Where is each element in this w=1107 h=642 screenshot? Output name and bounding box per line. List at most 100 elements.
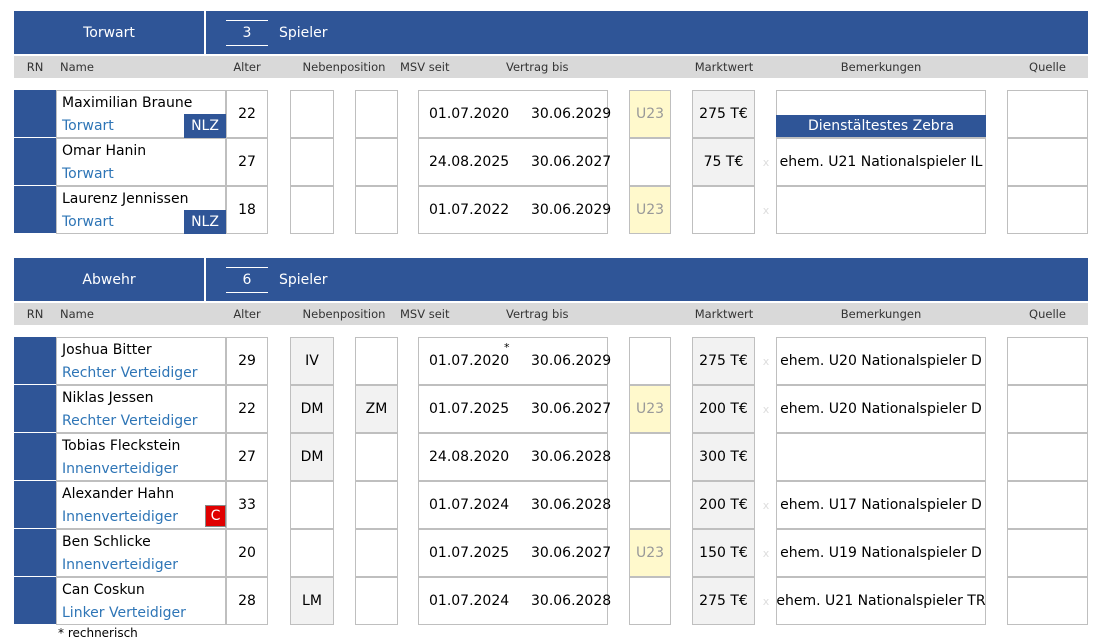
neben-cell: LM [290, 577, 334, 625]
player-position: Innenverteidiger [62, 461, 179, 477]
footnote: * rechnerisch [58, 626, 138, 640]
u23-cell [629, 138, 671, 186]
player-position: Torwart [62, 166, 114, 182]
quelle-cell [1007, 90, 1088, 138]
bemerkung-cell [776, 186, 986, 234]
age-cell: 29 [226, 337, 268, 385]
age-cell: 28 [226, 577, 268, 625]
marktwert-cell: 275 T€ [692, 577, 755, 625]
age-cell: 27 [226, 138, 268, 186]
neben-cell [355, 337, 398, 385]
u23-cell: U23 [629, 90, 671, 138]
name-cell [56, 337, 226, 385]
column-header: Alter [233, 60, 261, 74]
count-label: Spieler [279, 271, 328, 288]
neben-cell [355, 138, 398, 186]
column-header: Nebenposition [302, 60, 386, 74]
vertrag-bis: 30.06.2029 [531, 202, 612, 218]
u23-cell: U23 [629, 186, 671, 234]
note-mark: x [762, 594, 770, 608]
name-cell [56, 433, 226, 481]
quelle-cell [1007, 385, 1088, 433]
column-header: Bemerkungen [840, 60, 922, 74]
neben-cell [355, 186, 398, 234]
player-position: Rechter Verteidiger [62, 413, 198, 429]
header-row [14, 56, 1088, 78]
player-position: Innenverteidiger [62, 557, 179, 573]
quelle-cell [1007, 529, 1088, 577]
msv-seit: 01.07.2020 [429, 353, 510, 369]
player-name: Laurenz Jennissen [62, 191, 189, 207]
name-cell [56, 385, 226, 433]
nlz-badge: NLZ [184, 210, 226, 234]
msv-seit: 24.08.2020 [429, 449, 510, 465]
bemerkung-cell: ehem. U17 Nationalspieler D [776, 481, 986, 529]
contract-cell [418, 385, 608, 433]
neben-cell: DM [290, 385, 334, 433]
u23-cell [629, 433, 671, 481]
bemerkung-cell: ehem. U21 Nationalspieler TR [776, 577, 986, 625]
contract-cell [418, 138, 608, 186]
count: 3 [226, 20, 268, 46]
neben-cell: IV [290, 337, 334, 385]
contract-cell [418, 577, 608, 625]
rn-cell [14, 433, 56, 481]
contract-cell [418, 433, 608, 481]
quelle-cell [1007, 481, 1088, 529]
u23-cell: U23 [629, 385, 671, 433]
age-cell: 33 [226, 481, 268, 529]
rn-cell [14, 481, 56, 529]
vertrag-bis: 30.06.2027 [531, 545, 612, 561]
contract-cell [418, 337, 608, 385]
captain-badge: C [205, 505, 226, 527]
vertrag-bis: 30.06.2028 [531, 449, 612, 465]
column-header: MSV seit [400, 307, 450, 321]
bemerkung-cell: ehem. U20 Nationalspieler D [776, 337, 986, 385]
vertrag-bis: 30.06.2029 [531, 106, 612, 122]
player-name: Can Coskun [62, 582, 145, 598]
msv-seit: 01.07.2024 [429, 497, 510, 513]
neben-cell [355, 433, 398, 481]
divider [204, 11, 206, 54]
nlz-badge: NLZ [184, 114, 226, 138]
neben-cell [290, 186, 334, 234]
contract-cell [418, 481, 608, 529]
player-name: Niklas Jessen [62, 390, 154, 406]
column-header: MSV seit [400, 60, 450, 74]
marktwert-cell [692, 186, 755, 234]
msv-seit: 01.07.2025 [429, 545, 510, 561]
rn-cell [14, 186, 56, 234]
note-mark: x [762, 546, 770, 560]
player-name: Maximilian Braune [62, 95, 193, 111]
section-bar [14, 258, 1088, 301]
vertrag-bis: 30.06.2029 [531, 353, 612, 369]
section-title: Abwehr [82, 271, 136, 288]
player-name: Tobias Fleckstein [62, 438, 181, 454]
vertrag-bis: 30.06.2028 [531, 593, 612, 609]
rn-cell [14, 385, 56, 433]
u23-cell [629, 577, 671, 625]
u23-cell [629, 481, 671, 529]
contract-cell [418, 529, 608, 577]
name-cell [56, 529, 226, 577]
player-position: Torwart [62, 214, 114, 230]
rn-cell [14, 138, 56, 186]
column-header: Name [60, 60, 94, 74]
column-header: Nebenposition [302, 307, 386, 321]
player-name: Joshua Bitter [62, 342, 152, 358]
bemerkung-cell: ehem. U19 Nationalspieler D [776, 529, 986, 577]
column-header: Quelle [1029, 307, 1066, 321]
column-header: Quelle [1029, 60, 1066, 74]
contract-cell [418, 90, 608, 138]
column-header: Vertrag bis [506, 60, 569, 74]
marktwert-cell: 275 T€ [692, 337, 755, 385]
quelle-cell [1007, 577, 1088, 625]
column-header: Bemerkungen [840, 307, 922, 321]
divider [204, 258, 206, 301]
column-header: Name [60, 307, 94, 321]
column-header: Marktwert [694, 307, 754, 321]
neben-cell [355, 481, 398, 529]
msv-seit: 24.08.2025 [429, 154, 510, 170]
msv-seit: 01.07.2025 [429, 401, 510, 417]
neben-cell [355, 577, 398, 625]
